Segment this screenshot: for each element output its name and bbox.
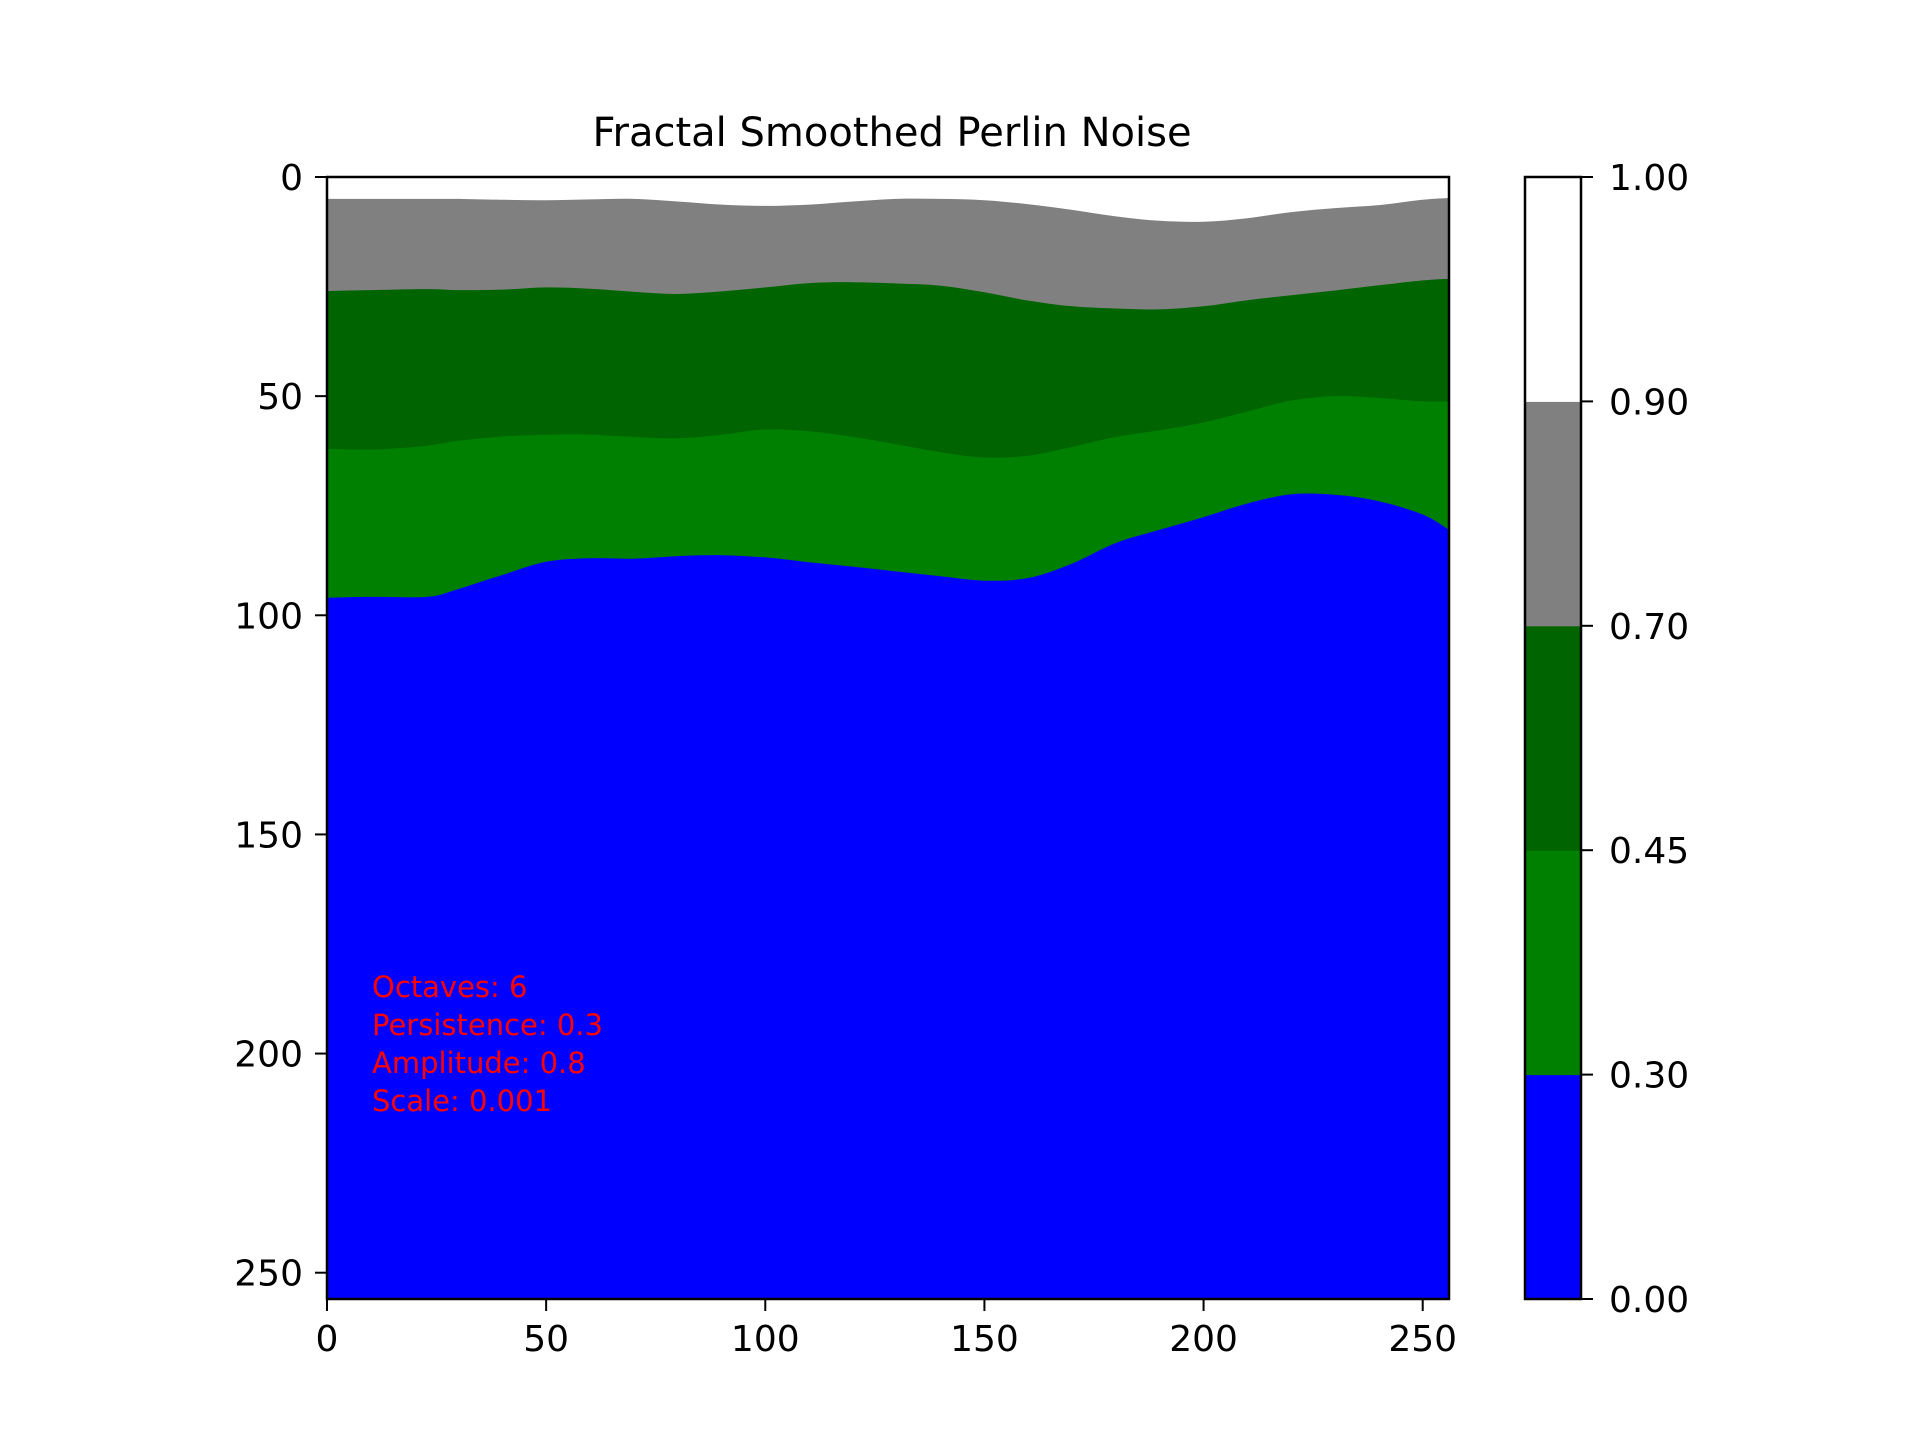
colorbar-tick-label: 0.00 [1609,1280,1689,1321]
contour-bands [327,198,1449,1299]
colorbar-segment-white [1525,177,1581,402]
annotation-persistence: Persistence: 0.3 [372,1008,603,1042]
band-blue [327,493,1449,1299]
colorbar-segment-dark-green [1525,625,1581,851]
y-tick-label: 250 [234,1254,303,1295]
colorbar-segment-green [1525,850,1581,1076]
colorbar-segment-blue [1525,1074,1581,1300]
colorbar-tick-label: 1.00 [1609,158,1689,199]
colorbar-frame [1523,175,1583,1301]
x-tick-label: 50 [523,1319,569,1360]
y-tick-label: 0 [280,158,303,199]
y-tick-label: 150 [234,815,303,856]
colorbar-tick-label: 0.70 [1609,607,1689,648]
colorbar-tick-label: 0.90 [1609,382,1689,423]
plot-area: Octaves: 6 Persistence: 0.3 Amplitude: 0… [325,175,1451,1301]
chart-title: Fractal Smoothed Perlin Noise [592,110,1191,156]
annotation-amplitude: Amplitude: 0.8 [372,1046,586,1080]
x-axis: 0 50 100 150 200 250 [316,1299,1457,1360]
y-axis: 0 50 100 150 200 250 [234,158,327,1295]
x-tick-label: 250 [1388,1319,1457,1360]
x-tick-label: 100 [731,1319,800,1360]
y-tick-label: 100 [234,596,303,637]
x-tick-label: 200 [1169,1319,1238,1360]
colorbar: 0.00 0.30 0.45 0.70 0.90 1.00 [1523,158,1689,1321]
x-tick-label: 150 [950,1319,1019,1360]
colorbar-segment-gray [1525,401,1581,627]
colorbar-tick-label: 0.45 [1609,831,1689,872]
annotation-octaves: Octaves: 6 [372,970,527,1004]
x-tick-label: 0 [316,1319,339,1360]
colorbar-tick-label: 0.30 [1609,1056,1689,1097]
plot-frame [325,175,1451,1301]
parameter-annotations: Octaves: 6 Persistence: 0.3 Amplitude: 0… [372,970,603,1118]
y-tick-label: 50 [257,377,303,418]
annotation-scale: Scale: 0.001 [372,1084,552,1118]
y-tick-label: 200 [234,1035,303,1076]
